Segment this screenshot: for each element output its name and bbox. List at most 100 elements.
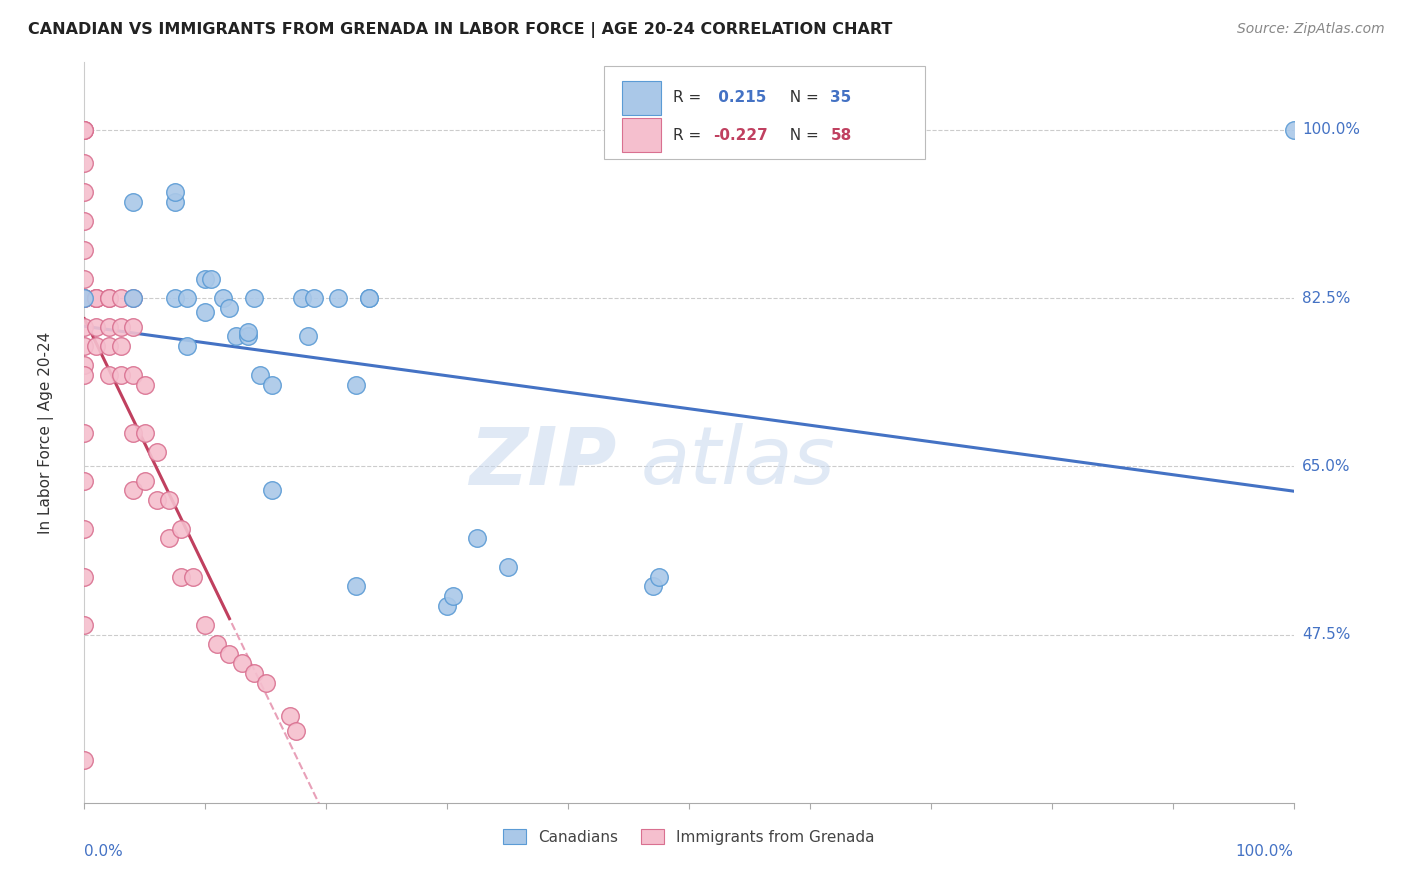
Text: R =: R =: [673, 128, 706, 143]
Text: 0.0%: 0.0%: [84, 844, 124, 858]
Point: [212, 291, 235, 305]
Point: [1282, 122, 1305, 136]
Point: [73, 272, 96, 286]
Point: [218, 301, 240, 315]
Text: 65.0%: 65.0%: [1302, 458, 1350, 474]
Point: [73, 752, 96, 766]
Point: [86, 339, 108, 353]
Point: [73, 214, 96, 228]
Text: N =: N =: [780, 128, 824, 143]
Point: [194, 305, 217, 319]
Point: [346, 579, 368, 593]
Point: [260, 483, 283, 498]
Text: atlas: atlas: [641, 423, 835, 501]
Point: [357, 291, 380, 305]
Point: [165, 291, 187, 305]
Text: Source: ZipAtlas.com: Source: ZipAtlas.com: [1237, 22, 1385, 37]
Text: CANADIAN VS IMMIGRANTS FROM GRENADA IN LABOR FORCE | AGE 20-24 CORRELATION CHART: CANADIAN VS IMMIGRANTS FROM GRENADA IN L…: [28, 22, 893, 38]
Point: [73, 319, 96, 334]
Text: 82.5%: 82.5%: [1302, 291, 1350, 305]
Point: [207, 637, 229, 651]
Point: [86, 291, 108, 305]
Point: [254, 675, 277, 690]
Point: [73, 474, 96, 488]
Point: [194, 618, 217, 632]
Point: [73, 359, 96, 373]
Point: [170, 570, 193, 584]
Point: [86, 291, 108, 305]
Point: [110, 319, 132, 334]
FancyBboxPatch shape: [605, 66, 925, 159]
Point: [73, 186, 96, 200]
Point: [73, 243, 96, 257]
Point: [194, 272, 217, 286]
Text: -0.227: -0.227: [713, 128, 768, 143]
Point: [157, 532, 180, 546]
Point: [249, 368, 271, 382]
Point: [121, 291, 143, 305]
Point: [648, 570, 671, 584]
Point: [121, 319, 143, 334]
Point: [121, 425, 143, 440]
Point: [121, 483, 143, 498]
Point: [200, 272, 222, 286]
Point: [73, 339, 96, 353]
Text: ZIP: ZIP: [470, 423, 616, 501]
Point: [297, 329, 319, 343]
Text: In Labor Force | Age 20-24: In Labor Force | Age 20-24: [38, 332, 53, 533]
Point: [134, 474, 156, 488]
Point: [73, 368, 96, 382]
Point: [278, 709, 301, 723]
Point: [73, 522, 96, 536]
Point: [284, 723, 308, 738]
Point: [357, 291, 380, 305]
Point: [181, 570, 204, 584]
Point: [467, 532, 489, 546]
Point: [496, 560, 519, 574]
Point: [134, 425, 156, 440]
Text: N =: N =: [780, 90, 824, 105]
Legend: Canadians, Immigrants from Grenada: Canadians, Immigrants from Grenada: [496, 822, 882, 851]
Point: [242, 665, 264, 680]
Point: [73, 618, 96, 632]
Point: [110, 368, 132, 382]
Point: [97, 339, 120, 353]
Point: [165, 194, 187, 209]
Point: [97, 291, 120, 305]
Point: [73, 570, 96, 584]
Point: [218, 647, 240, 661]
Text: 100.0%: 100.0%: [1236, 844, 1294, 858]
Text: 100.0%: 100.0%: [1302, 122, 1360, 137]
Point: [97, 291, 120, 305]
Point: [346, 377, 368, 392]
Text: R =: R =: [673, 90, 706, 105]
Point: [641, 579, 664, 593]
Point: [110, 291, 132, 305]
Point: [225, 329, 247, 343]
Point: [73, 156, 96, 170]
Point: [73, 425, 96, 440]
Point: [121, 194, 143, 209]
Point: [302, 291, 325, 305]
Point: [73, 291, 96, 305]
Point: [291, 291, 314, 305]
Point: [121, 291, 143, 305]
Point: [73, 291, 96, 305]
Point: [73, 122, 96, 136]
Point: [121, 368, 143, 382]
Point: [176, 339, 198, 353]
Point: [441, 589, 464, 603]
FancyBboxPatch shape: [623, 119, 661, 153]
Point: [97, 368, 120, 382]
Point: [73, 291, 96, 305]
Point: [328, 291, 350, 305]
Point: [157, 492, 180, 507]
Text: 47.5%: 47.5%: [1302, 627, 1350, 642]
Point: [110, 339, 132, 353]
Point: [73, 291, 96, 305]
Point: [170, 522, 193, 536]
Point: [146, 492, 169, 507]
Point: [97, 319, 120, 334]
Point: [73, 122, 96, 136]
Point: [134, 377, 156, 392]
